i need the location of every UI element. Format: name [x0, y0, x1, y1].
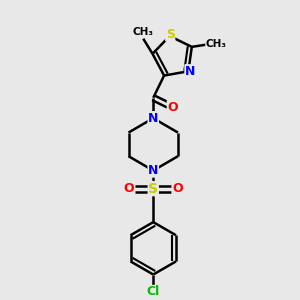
Text: O: O: [124, 182, 134, 195]
Text: CH₃: CH₃: [206, 39, 227, 49]
Text: S: S: [166, 28, 175, 41]
Text: N: N: [148, 112, 158, 125]
Text: Cl: Cl: [147, 286, 160, 298]
Text: N: N: [185, 65, 195, 78]
Text: O: O: [167, 101, 178, 114]
Text: O: O: [172, 182, 183, 195]
Text: CH₃: CH₃: [132, 27, 153, 37]
Text: N: N: [148, 164, 158, 177]
Text: S: S: [148, 182, 158, 196]
